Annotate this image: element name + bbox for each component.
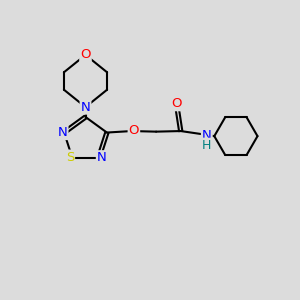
- Text: N: N: [81, 100, 90, 114]
- Text: N: N: [97, 151, 106, 164]
- Text: O: O: [129, 124, 139, 137]
- Text: N: N: [202, 129, 212, 142]
- Text: O: O: [171, 97, 181, 110]
- Text: N: N: [58, 126, 68, 139]
- Text: S: S: [66, 151, 74, 164]
- Text: H: H: [202, 139, 212, 152]
- Text: O: O: [80, 48, 91, 62]
